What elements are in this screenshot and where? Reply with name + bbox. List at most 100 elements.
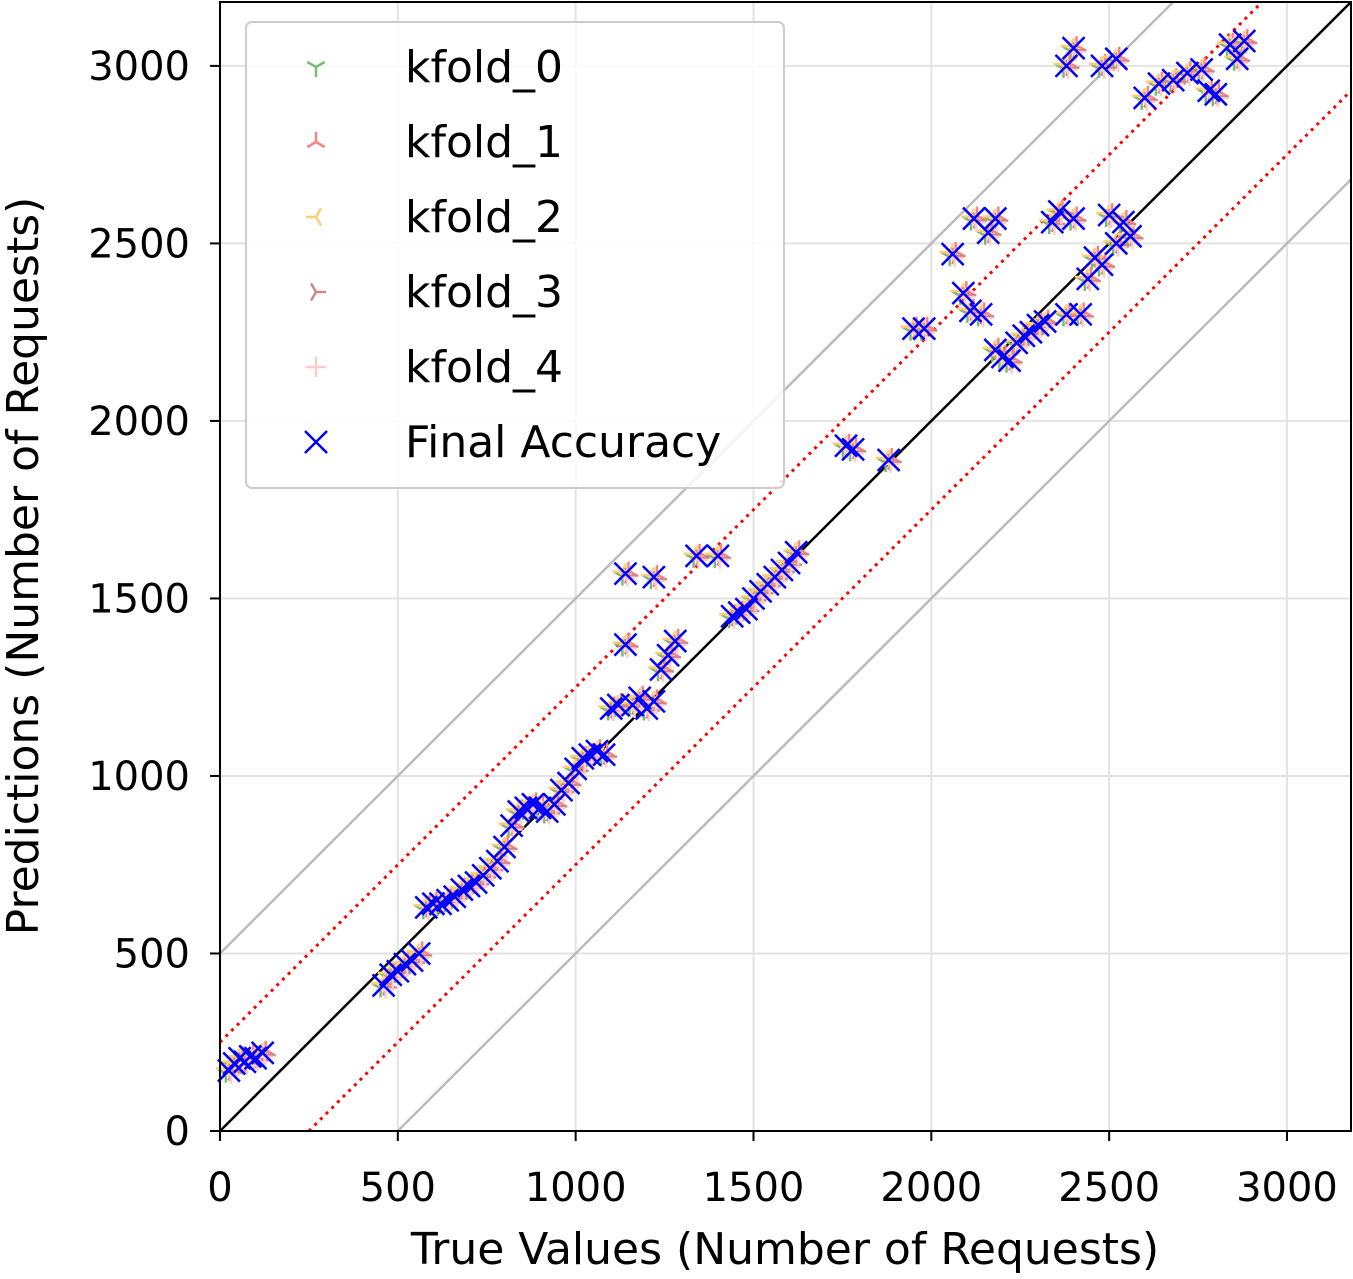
data-point-final-accuracy <box>951 281 976 306</box>
data-point-final-accuracy <box>521 792 545 817</box>
y-tick-label: 500 <box>114 931 190 977</box>
data-point-final-accuracy <box>393 952 417 977</box>
axis-ticks: 0 500 1000 1500 2000 2500 3000 0 500 1000 1500 2000… <box>88 44 1338 1211</box>
data-points <box>215 29 1258 1084</box>
data-point-final-accuracy <box>457 874 481 898</box>
x-tick-label: 0 <box>207 1165 232 1211</box>
data-point-final-accuracy <box>449 877 474 902</box>
data-point-final-accuracy <box>492 835 517 859</box>
data-point-final-accuracy <box>1104 231 1129 256</box>
data-point-final-accuracy <box>1232 29 1257 53</box>
data-point-final-accuracy <box>1203 82 1228 107</box>
data-point-final-accuracy <box>499 813 524 838</box>
data-point-final-accuracy <box>720 604 745 629</box>
x-tick-label: 3000 <box>1236 1165 1338 1211</box>
data-point-final-accuracy <box>1068 302 1093 327</box>
legend-marker <box>306 357 326 377</box>
data-point-final-accuracy <box>912 316 937 341</box>
data-point-final-accuracy <box>428 891 453 916</box>
data-point-final-accuracy <box>777 551 801 575</box>
data-point-final-accuracy <box>378 962 403 987</box>
x-tick-label: 1000 <box>525 1165 627 1211</box>
data-point-final-accuracy <box>506 799 531 824</box>
legend-marker <box>306 60 326 77</box>
data-point-final-accuracy <box>1047 199 1072 224</box>
legend-label: kfold_0 <box>405 42 563 93</box>
y-tick-label: 1000 <box>88 754 190 800</box>
legend-entry: kfold_4 <box>306 342 563 393</box>
data-point-final-accuracy <box>642 565 666 590</box>
data-point-final-accuracy <box>1104 46 1129 71</box>
y-axis-label: Predictions (Number of Requests) <box>0 197 49 936</box>
x-tick-label: 2000 <box>880 1165 982 1211</box>
data-point-final-accuracy <box>407 941 432 966</box>
data-point-final-accuracy <box>570 746 595 771</box>
data-point-final-accuracy <box>1061 206 1086 231</box>
data-point-final-accuracy <box>969 302 993 327</box>
y-tick-label: 0 <box>165 1109 190 1155</box>
data-point-final-accuracy <box>556 771 581 795</box>
data-point-final-accuracy <box>663 629 688 653</box>
data-point-final-accuracy <box>784 540 809 565</box>
data-point-final-accuracy <box>1225 46 1250 71</box>
data-point-final-accuracy <box>1147 71 1171 96</box>
data-point-final-accuracy <box>485 849 510 874</box>
legend-label: kfold_3 <box>405 267 563 318</box>
data-point-final-accuracy <box>1040 210 1065 235</box>
data-point-final-accuracy <box>435 888 460 913</box>
data-point-final-accuracy <box>841 437 865 462</box>
y-tick-label: 3000 <box>88 44 190 90</box>
data-point-final-accuracy <box>706 543 730 568</box>
data-point-final-accuracy <box>1090 54 1114 78</box>
y-tick-label: 2500 <box>88 221 190 267</box>
data-point-final-accuracy <box>901 316 926 341</box>
legend-label: kfold_1 <box>405 117 563 168</box>
data-point-final-accuracy <box>940 242 965 266</box>
legend-entry: kfold_0 <box>306 42 563 93</box>
data-point-final-accuracy <box>997 348 1022 373</box>
data-point-final-accuracy <box>1097 203 1122 227</box>
data-point-final-accuracy <box>1054 54 1079 78</box>
inner-band-lower-line <box>307 89 1353 1133</box>
x-axis-label: True Values (Number of Requests) <box>410 1224 1159 1274</box>
data-point-final-accuracy <box>1196 78 1221 103</box>
data-point-final-accuracy <box>649 657 673 682</box>
legend-box <box>245 21 785 489</box>
data-point-final-accuracy <box>1218 32 1242 57</box>
data-point-final-accuracy <box>585 739 609 764</box>
data-point-final-accuracy <box>542 792 567 817</box>
data-point-final-accuracy <box>1011 323 1036 348</box>
data-point-final-accuracy <box>684 543 709 568</box>
data-point-final-accuracy <box>1175 61 1200 85</box>
data-point-final-accuracy <box>1111 210 1136 235</box>
legend-entry: kfold_1 <box>306 117 563 168</box>
data-point-final-accuracy <box>876 448 901 472</box>
y-tick-label: 1500 <box>88 576 190 622</box>
y-tick-label: 2000 <box>88 399 190 445</box>
data-point-final-accuracy <box>599 696 624 721</box>
data-point-final-accuracy <box>250 1041 275 1065</box>
legend-entry: kfold_3 <box>309 267 563 318</box>
data-point-final-accuracy <box>1161 68 1186 92</box>
data-point-final-accuracy <box>627 685 652 710</box>
data-point-final-accuracy <box>642 689 666 714</box>
legend-entry: Final Accuracy <box>304 417 721 468</box>
data-point-final-accuracy <box>592 742 616 767</box>
data-point-final-accuracy <box>1118 224 1143 249</box>
data-point-final-accuracy <box>983 206 1008 231</box>
x-tick-label: 2500 <box>1058 1165 1160 1211</box>
data-point-final-accuracy <box>421 891 446 916</box>
plot-frame <box>219 1 1352 1132</box>
data-point-final-accuracy <box>734 597 759 621</box>
data-point-final-accuracy <box>243 1046 268 1071</box>
data-point-final-accuracy <box>528 796 552 820</box>
legend-marker <box>304 430 328 454</box>
legend-marker <box>309 282 326 302</box>
data-point-final-accuracy <box>1026 313 1050 337</box>
data-point-final-accuracy <box>656 643 681 668</box>
outer-band-lower-line <box>396 178 1352 1132</box>
legend-entry: kfold_2 <box>306 192 563 243</box>
data-point-final-accuracy <box>1033 309 1058 334</box>
